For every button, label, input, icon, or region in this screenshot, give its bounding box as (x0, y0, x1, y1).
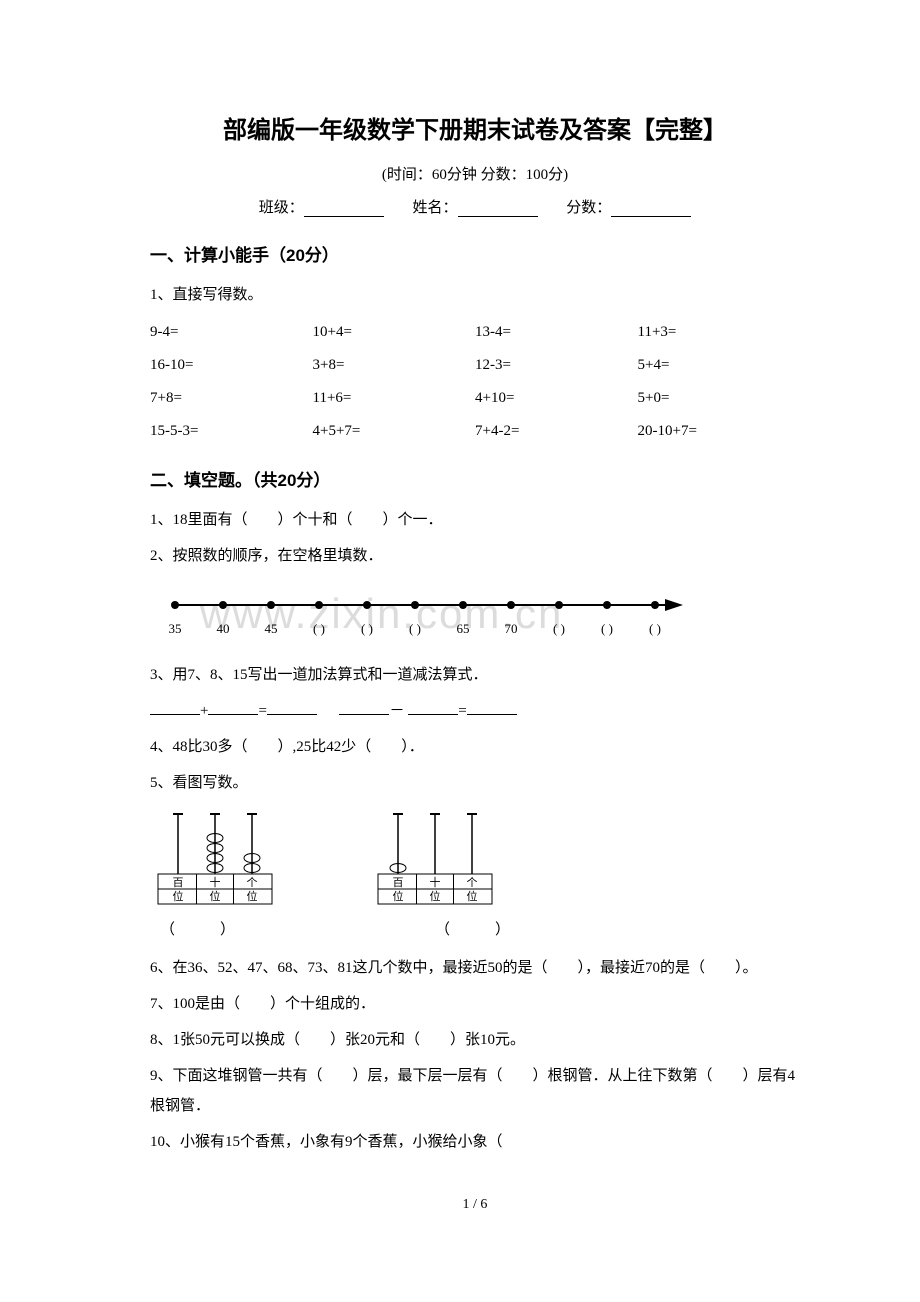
info-line: 班级： 姓名： 分数： (150, 196, 800, 217)
svg-text:个: 个 (247, 876, 258, 889)
abacus-right-paren: （ ） (435, 918, 510, 939)
table-row: 7+8= 11+6= 4+10= 5+0= (150, 382, 800, 415)
calc-cell: 5+4= (638, 349, 801, 382)
table-row: 9-4= 10+4= 13-4= 11+3= (150, 316, 800, 349)
s2-q8: 8、1张50元可以换成（ ）张20元和（ ）张10元。 (150, 1025, 800, 1055)
section1-header: 一、计算小能手（20分） (150, 241, 800, 266)
svg-text:65: 65 (457, 621, 470, 636)
s2-q10: 10、小猴有15个香蕉，小象有9个香蕉，小猴给小象（ (150, 1127, 800, 1157)
calc-cell: 4+5+7= (313, 415, 476, 448)
abacus-left-paren: （ ） (160, 918, 235, 939)
svg-text:个: 个 (467, 876, 478, 889)
svg-text:( ): ( ) (649, 621, 661, 636)
calc-cell: 12-3= (475, 349, 638, 382)
svg-text:45: 45 (265, 621, 278, 636)
score-blank (611, 199, 691, 217)
svg-text:位: 位 (393, 889, 404, 903)
s2-q2: 2、按照数的顺序，在空格里填数． (150, 541, 800, 571)
calc-cell: 7+4-2= (475, 415, 638, 448)
page-title: 部编版一年级数学下册期末试卷及答案【完整】 (150, 110, 800, 145)
class-label: 班级： (259, 200, 304, 216)
calc-cell: 4+10= (475, 382, 638, 415)
svg-text:位: 位 (467, 889, 478, 903)
svg-text:十: 十 (430, 875, 441, 889)
s2-q4: 4、48比30多（ ）,25比42少（ ）． (150, 732, 800, 762)
svg-text:( ): ( ) (409, 621, 421, 636)
subtitle: (时间：60分钟 分数：100分) (150, 163, 800, 184)
calc-cell: 16-10= (150, 349, 313, 382)
calc-cell: 11+6= (313, 382, 476, 415)
s2-q6: 6、在36、52、47、68、73、81这几个数中，最接近50的是（ ），最接近… (150, 953, 800, 983)
svg-text:位: 位 (210, 889, 221, 903)
calc-cell: 13-4= (475, 316, 638, 349)
svg-text:70: 70 (505, 621, 518, 636)
calc-cell: 11+3= (638, 316, 801, 349)
svg-text:( ): ( ) (553, 621, 565, 636)
abacus-left: 百位十位个位 (150, 808, 280, 908)
svg-text:十: 十 (210, 875, 221, 889)
abacus-row: 百位十位个位 百位十位个位 (150, 808, 800, 908)
calc-cell: 9-4= (150, 316, 313, 349)
svg-text:百: 百 (173, 877, 184, 889)
calc-table: 9-4= 10+4= 13-4= 11+3= 16-10= 3+8= 12-3=… (150, 316, 800, 448)
calc-cell: 10+4= (313, 316, 476, 349)
score-label: 分数： (566, 200, 611, 216)
name-blank (458, 199, 538, 217)
calc-cell: 5+0= (638, 382, 801, 415)
s2-q5: 5、看图写数。 (150, 768, 800, 798)
calc-cell: 7+8= (150, 382, 313, 415)
abacus-paren-row: （ ） （ ） (160, 918, 800, 939)
calc-cell: 20-10+7= (638, 415, 801, 448)
svg-text:位: 位 (247, 889, 258, 903)
svg-text:( ): ( ) (361, 621, 373, 636)
s2-q3: 3、用7、8、15写出一道加法算式和一道减法算式． (150, 660, 800, 690)
svg-text:( ): ( ) (601, 621, 613, 636)
section2-header: 二、填空题。（共20分） (150, 466, 800, 491)
table-row: 16-10= 3+8= 12-3= 5+4= (150, 349, 800, 382)
s2-q9: 9、下面这堆钢管一共有（ ）层，最下层一层有（ ）根钢管．从上往下数第（ ）层有… (150, 1061, 800, 1121)
table-row: 15-5-3= 4+5+7= 7+4-2= 20-10+7= (150, 415, 800, 448)
q1-label: 1、直接写得数。 (150, 280, 800, 310)
svg-text:百: 百 (393, 877, 404, 889)
s2-q7: 7、100是由（ ）个十组成的． (150, 989, 800, 1019)
svg-text:位: 位 (430, 889, 441, 903)
name-label: 姓名： (412, 200, 457, 216)
s2-q3-blanks: += － = (150, 696, 800, 726)
number-line: 35 40 45 ( ) ( ) ( ) 65 70 ( ) ( ) ( ) (160, 587, 800, 652)
pager: 1 / 6 (150, 1197, 800, 1213)
page-content: 部编版一年级数学下册期末试卷及答案【完整】 (时间：60分钟 分数：100分) … (150, 110, 800, 1213)
calc-cell: 15-5-3= (150, 415, 313, 448)
abacus-right: 百位十位个位 (370, 808, 500, 908)
svg-text:位: 位 (173, 889, 184, 903)
calc-cell: 3+8= (313, 349, 476, 382)
svg-text:40: 40 (217, 621, 230, 636)
class-blank (304, 199, 384, 217)
s2-q1: 1、18里面有（ ）个十和（ ）个一． (150, 505, 800, 535)
svg-text:( ): ( ) (313, 621, 325, 636)
svg-text:35: 35 (169, 621, 182, 636)
number-line-svg: 35 40 45 ( ) ( ) ( ) 65 70 ( ) ( ) ( ) (160, 587, 700, 647)
